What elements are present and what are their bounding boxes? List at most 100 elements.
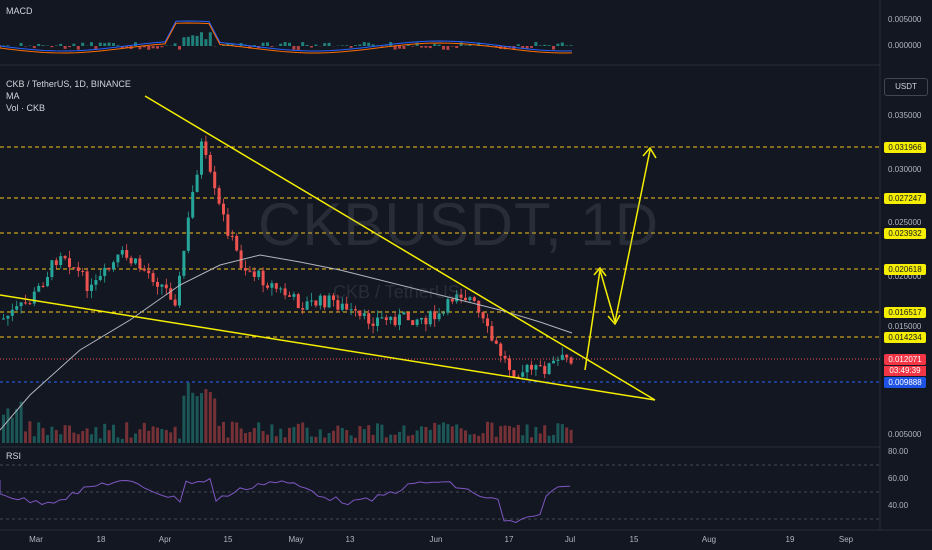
volume-bar <box>191 392 195 443</box>
ma-indicator-title[interactable]: MA <box>6 91 20 101</box>
time-axis-label: Jul <box>564 535 576 544</box>
volume-bar <box>41 428 45 443</box>
volume-bar <box>230 421 234 443</box>
candle-body <box>94 280 98 285</box>
volume-bar <box>503 425 507 443</box>
macd-histogram-bar <box>398 46 401 49</box>
macd-histogram-bar <box>543 44 547 46</box>
macd-histogram-bar <box>142 46 146 48</box>
candle-body <box>494 340 498 344</box>
volume-bar <box>173 426 177 443</box>
rsi-title[interactable]: RSI <box>6 451 22 461</box>
candle-body <box>24 302 27 304</box>
volume-bar <box>50 426 54 443</box>
candle-body <box>134 258 137 264</box>
level-price-tag[interactable]: 0.020618 <box>884 264 926 275</box>
macd-histogram-bar <box>178 46 181 50</box>
time-axis-label: Mar <box>29 535 43 544</box>
volume-bar <box>371 434 375 443</box>
candle-body <box>362 313 366 316</box>
volume-bar <box>384 437 388 443</box>
volume-bar <box>305 427 309 443</box>
volume-bar <box>142 422 146 443</box>
volume-bar <box>24 431 27 443</box>
macd-histogram-bar <box>569 45 573 46</box>
macd-title[interactable]: MACD <box>6 6 33 16</box>
price-axis-label: 0.025000 <box>888 218 922 227</box>
volume-bar <box>314 436 318 443</box>
volume-bar <box>248 431 252 443</box>
macd-histogram-bar <box>305 44 309 46</box>
volume-bar <box>472 434 476 443</box>
volume-bar <box>266 434 269 443</box>
rsi-axis-label: 80.00 <box>888 447 909 456</box>
volume-bar <box>6 408 10 443</box>
time-axis-label: Aug <box>701 535 717 544</box>
time-axis-label: Sep <box>838 535 854 544</box>
macd-histogram-bar <box>138 46 142 50</box>
volume-bar <box>398 431 401 443</box>
macd-histogram-bar <box>327 42 331 46</box>
signal-line <box>0 22 573 54</box>
candle-body <box>116 254 120 263</box>
candle-body <box>156 282 159 287</box>
currency-button[interactable]: USDT <box>884 78 928 96</box>
volume-bar <box>376 423 379 443</box>
level-price-tag[interactable]: 0.016517 <box>884 307 926 318</box>
macd-histogram-bar <box>116 45 120 46</box>
macd-histogram-bar <box>552 46 555 50</box>
price-axis-label: 0.035000 <box>888 111 922 120</box>
macd-histogram-bar <box>19 42 23 46</box>
candle-body <box>261 270 265 286</box>
level-price-tag[interactable]: 0.031966 <box>884 142 926 153</box>
candle-body <box>565 354 569 358</box>
volume-bar <box>560 424 564 443</box>
macd-axis-label: 0.000000 <box>888 41 922 50</box>
candle-body <box>516 376 520 378</box>
volume-bar <box>354 437 357 443</box>
candle-body <box>376 317 379 326</box>
candle-body <box>186 217 190 251</box>
volume-bar <box>547 435 551 443</box>
level-price-tag[interactable]: 0.023932 <box>884 228 926 239</box>
candle-body <box>384 317 388 321</box>
moving-average-line <box>0 254 573 431</box>
volume-bar <box>10 417 14 443</box>
volume-bar <box>450 426 454 443</box>
volume-indicator-title[interactable]: Vol · CKB <box>6 103 46 113</box>
volume-bar <box>424 427 428 443</box>
candle-body <box>68 258 71 268</box>
volume-bar <box>178 438 181 443</box>
macd-histogram-bar <box>358 44 362 46</box>
volume-bar <box>63 425 67 443</box>
macd-histogram-bar <box>270 46 274 47</box>
macd-histogram-bar <box>230 44 234 46</box>
candle-body <box>525 364 529 373</box>
volume-bar <box>156 427 159 443</box>
candle-body <box>332 295 335 301</box>
candle-body <box>543 365 547 375</box>
candle-body <box>358 310 362 316</box>
volume-bar <box>19 401 23 443</box>
candle-body <box>19 302 23 307</box>
volume-bar <box>147 430 151 443</box>
current-price-tag[interactable]: 0.012071 <box>884 354 926 365</box>
candle-body <box>446 299 450 313</box>
macd-histogram-bar <box>63 46 67 49</box>
volume-bar <box>239 428 243 443</box>
level-price-tag[interactable]: 0.027247 <box>884 193 926 204</box>
volume-bar <box>252 428 256 443</box>
candle-body <box>120 250 124 255</box>
candle-body <box>398 314 401 326</box>
candle-body <box>512 370 516 377</box>
support-price-tag[interactable]: 0.009888 <box>884 377 926 388</box>
volume-bar <box>125 422 129 443</box>
symbol-title[interactable]: CKB / TetherUS, 1D, BINANCE <box>6 79 131 89</box>
candle-body <box>415 319 419 325</box>
candle-body <box>314 300 318 306</box>
macd-histogram-bar <box>455 46 459 49</box>
level-price-tag[interactable]: 0.014234 <box>884 332 926 343</box>
macd-histogram-bar <box>81 42 85 46</box>
volume-bar <box>446 424 450 443</box>
